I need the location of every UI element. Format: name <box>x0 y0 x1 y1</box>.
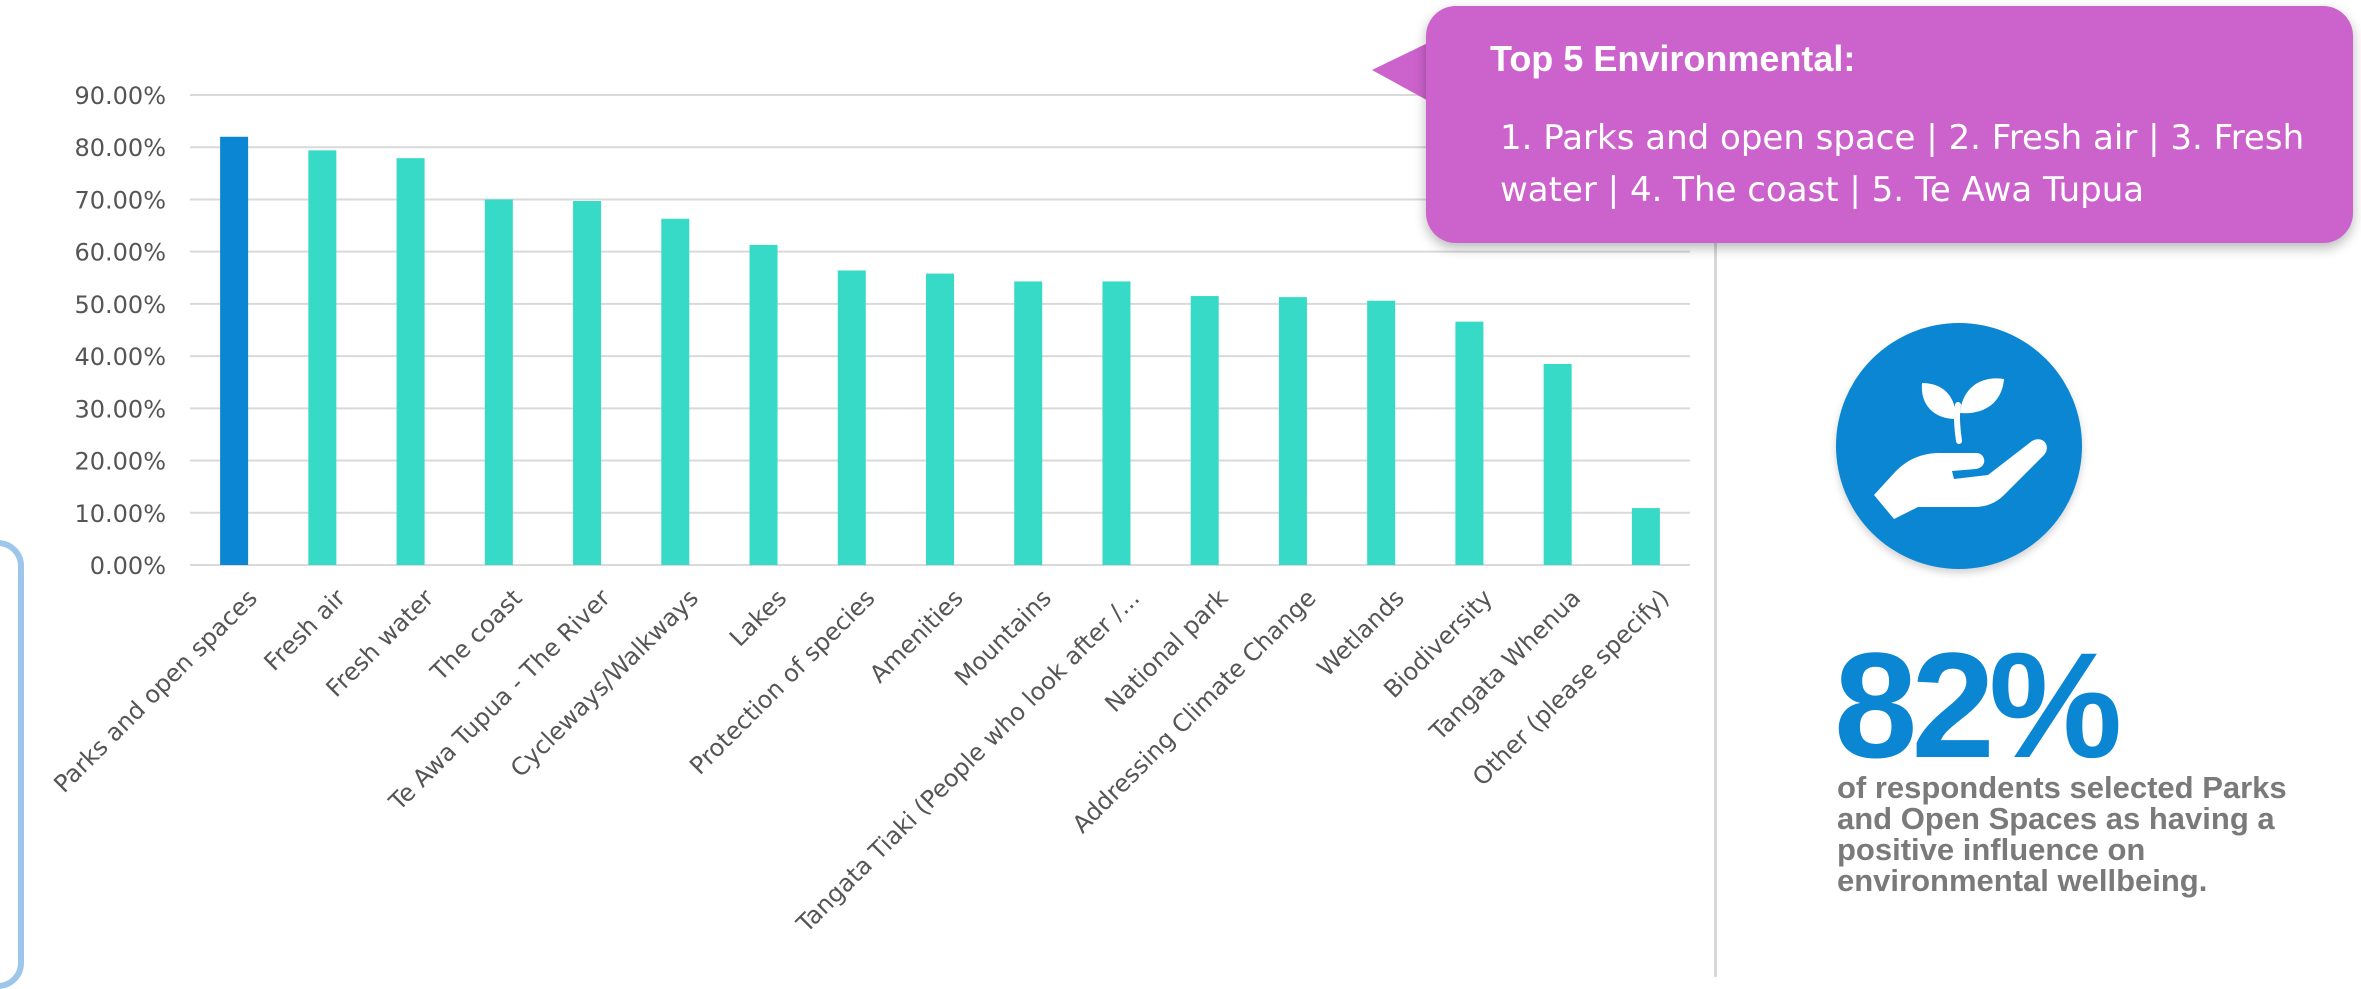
bar <box>1543 363 1572 565</box>
y-tick-label: 80.00% <box>74 134 166 162</box>
callout-body: 1. Parks and open space | 2. Fresh air |… <box>1500 118 2305 210</box>
bar <box>484 199 513 565</box>
y-tick-label: 40.00% <box>74 343 166 371</box>
top5-callout: Top 5 Environmental: 1. Parks and open s… <box>1426 6 2353 243</box>
bar <box>926 273 954 565</box>
y-tick-label: 10.00% <box>74 500 166 528</box>
x-category-label: Fresh air <box>259 584 352 677</box>
bar <box>573 201 602 565</box>
stat-value: 82% <box>1834 621 2122 789</box>
bar <box>308 150 337 565</box>
bar <box>220 136 249 565</box>
y-tick-label: 50.00% <box>74 291 166 319</box>
bar <box>749 244 778 565</box>
y-tick-label: 20.00% <box>74 448 166 476</box>
callout-title: Top 5 Environmental: <box>1490 38 1856 79</box>
bar <box>396 158 425 565</box>
bar <box>661 218 690 565</box>
vertical-divider <box>1714 230 1717 977</box>
y-tick-label: 60.00% <box>74 239 166 267</box>
bar <box>1190 296 1219 565</box>
x-category-label: Parks and open spaces <box>48 584 262 798</box>
bar-chart: 0.00% 10.00% 20.00% 30.00% 40.00% 50.00% 60.00… <box>48 82 1690 939</box>
bars <box>220 136 1660 565</box>
stat-caption: of respondents selected Parks and Open S… <box>1837 770 2287 898</box>
hand-with-plant-icon <box>1836 323 2082 569</box>
x-category-label: Lakes <box>724 584 792 652</box>
bar <box>837 270 866 565</box>
y-tick-label: 30.00% <box>74 395 166 423</box>
bar <box>1278 297 1307 565</box>
callout-tail <box>1372 40 1434 104</box>
y-tick-label: 0.00% <box>90 552 166 580</box>
bar <box>1367 300 1396 565</box>
bar <box>1631 508 1660 565</box>
x-category-label: Tangata Whenua <box>1424 584 1587 747</box>
bar <box>1455 321 1484 565</box>
y-axis-ticks: 0.00% 10.00% 20.00% 30.00% 40.00% 50.00% 60.00… <box>74 82 166 580</box>
bar <box>1014 281 1043 565</box>
bar <box>1102 281 1131 565</box>
y-tick-label: 70.00% <box>74 186 166 214</box>
y-tick-label: 90.00% <box>74 82 166 110</box>
